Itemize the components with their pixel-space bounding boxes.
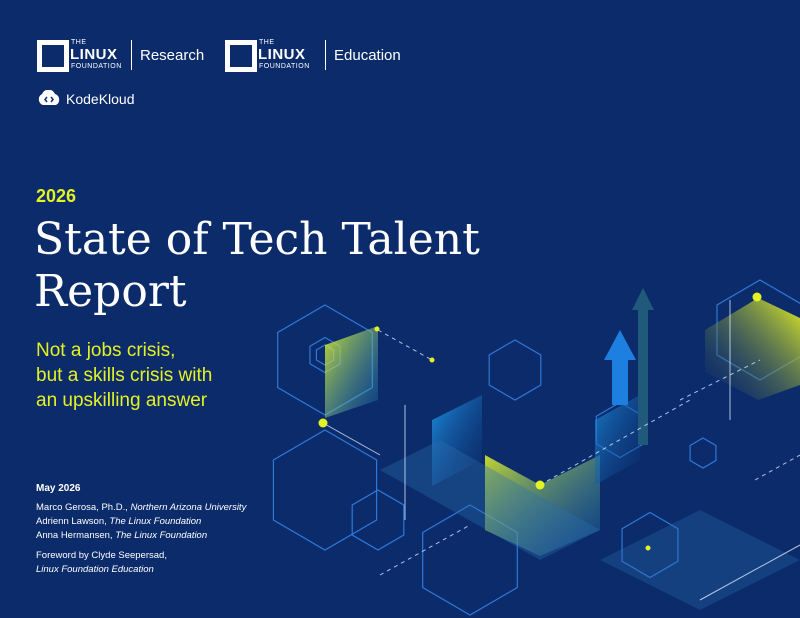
subtitle-line: Not a jobs crisis, xyxy=(36,340,176,361)
affiliation: Linux Foundation Education xyxy=(36,564,154,575)
author-name: Marco Gerosa, Ph.D., xyxy=(36,502,128,513)
logo-icon xyxy=(37,40,69,72)
partner-icon xyxy=(38,90,60,105)
logo-unit: Research xyxy=(140,47,205,64)
author: Marco Gerosa, Ph.D., Northern Arizona Un… xyxy=(36,501,246,515)
foreword-affiliation: Linux Foundation Education xyxy=(36,563,167,577)
logo-foundation: FOUNDATION xyxy=(259,63,310,70)
subtitle: Not a jobs crisis, but a skills crisis w… xyxy=(36,338,212,413)
arrows xyxy=(604,288,654,445)
date: May 2026 xyxy=(36,483,81,494)
blocks xyxy=(325,298,800,610)
dots xyxy=(318,292,762,551)
logo-linux: LINUX xyxy=(70,46,118,63)
separator xyxy=(131,40,132,70)
subtitle-line: an upskilling answer xyxy=(36,390,208,411)
logo-the: THE xyxy=(71,39,87,46)
logo-unit: Education xyxy=(334,47,401,64)
logo-linux: LINUX xyxy=(258,46,306,63)
author-affiliation: Northern Arizona University xyxy=(130,502,247,513)
subtitle-line: but a skills crisis with xyxy=(36,365,213,386)
author-name: Adrienn Lawson, xyxy=(36,516,107,527)
author: Adrienn Lawson, The Linux Foundation xyxy=(36,515,246,529)
author: Anna Hermansen, The Linux Foundation xyxy=(36,529,246,543)
year: 2026 xyxy=(36,186,77,206)
logo-icon xyxy=(225,40,257,72)
separator xyxy=(325,40,326,70)
logo-the: THE xyxy=(259,39,275,46)
title: State of Tech Talent Report xyxy=(34,214,480,318)
author-affiliation: The Linux Foundation xyxy=(115,530,208,541)
title-line: Report xyxy=(34,266,187,317)
authors: Marco Gerosa, Ph.D., Northern Arizona Un… xyxy=(36,501,246,543)
lines xyxy=(322,300,800,601)
partner-name: KodeKloud xyxy=(66,91,135,107)
foreword: Foreword by Clyde Seepersad, Linux Found… xyxy=(36,549,167,577)
title-line: State of Tech Talent xyxy=(34,214,480,265)
logo-foundation: FOUNDATION xyxy=(71,63,122,70)
author-affiliation: The Linux Foundation xyxy=(109,516,202,527)
foreword-line: Foreword by Clyde Seepersad, xyxy=(36,550,167,561)
author-name: Anna Hermansen, xyxy=(36,530,113,541)
